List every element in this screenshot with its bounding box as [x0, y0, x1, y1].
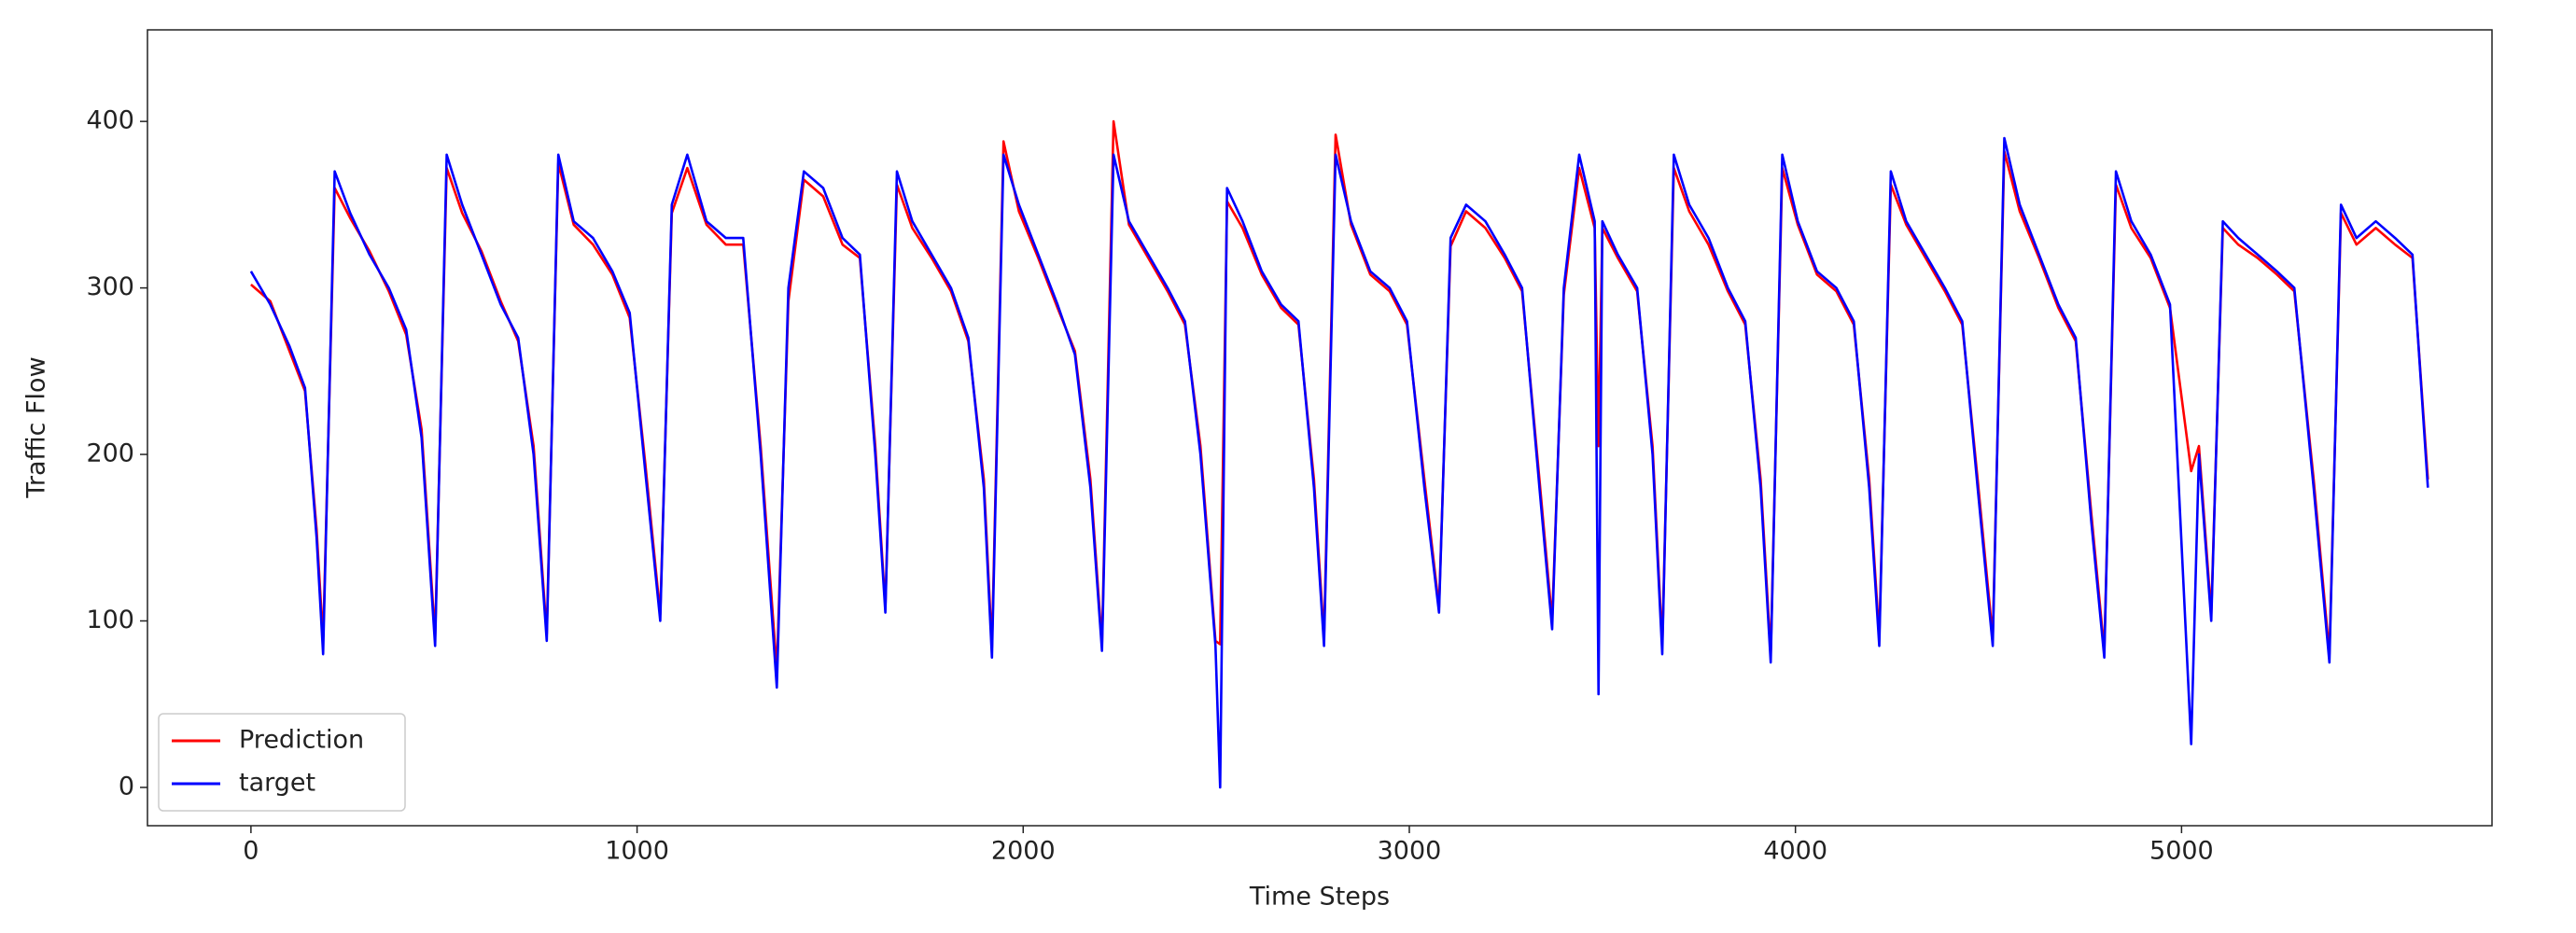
- y-tick-label: 200: [86, 439, 134, 468]
- y-tick-label: 400: [86, 106, 134, 135]
- legend-label: Prediction: [239, 726, 364, 755]
- x-tick-label: 1000: [605, 837, 669, 866]
- x-tick-label: 3000: [1378, 837, 1442, 866]
- x-tick-label: 4000: [1763, 837, 1827, 866]
- x-tick-label: 0: [243, 837, 259, 866]
- x-axis-label: Time Steps: [1249, 883, 1390, 912]
- legend-label: target: [239, 769, 315, 798]
- y-tick-label: 300: [86, 272, 134, 301]
- y-tick-label: 100: [86, 606, 134, 634]
- x-tick-label: 5000: [2149, 837, 2214, 866]
- legend-box: [158, 713, 406, 812]
- x-tick-label: 2000: [991, 837, 1056, 866]
- y-axis-label: Traffic Flow: [22, 356, 51, 498]
- series-line: [249, 136, 2429, 789]
- y-tick-label: 0: [119, 772, 134, 801]
- plot-frame: [147, 29, 2493, 827]
